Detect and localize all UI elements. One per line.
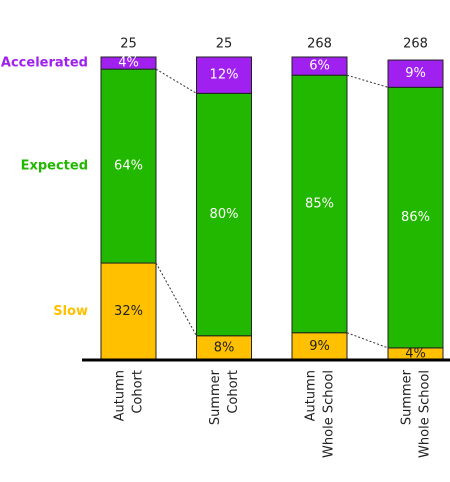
series-label: Expected	[21, 159, 88, 174]
total-label: 268	[307, 37, 332, 52]
value-label: 32%	[114, 304, 143, 319]
x-tick-label-line: Summer	[399, 369, 414, 425]
total-label: 25	[120, 37, 137, 52]
value-label: 64%	[114, 159, 143, 174]
bar-segment	[196, 92, 252, 337]
connector	[155, 262, 197, 337]
total-label: 25	[216, 37, 233, 52]
series-label: Slow	[53, 304, 88, 319]
x-tick-label-line: Autumn	[303, 370, 318, 421]
x-tick-label: Autumn Cohort	[112, 370, 145, 421]
value-label: 9%	[309, 339, 330, 354]
bar-segment	[100, 262, 157, 361]
x-tick-label: Summer Whole School	[399, 369, 432, 458]
bar-segment	[196, 56, 252, 94]
series-label: Accelerated	[1, 56, 88, 71]
bar-segment	[100, 56, 157, 70]
value-label: 4%	[405, 346, 426, 361]
x-tick-label-line: Cohort	[130, 370, 145, 414]
bar-segment	[291, 74, 348, 334]
value-label: 80%	[210, 207, 239, 222]
value-label: 86%	[401, 210, 430, 225]
x-tick-label-line: Whole School	[417, 370, 432, 458]
connector	[346, 74, 389, 88]
x-tick-label: Summer Cohort	[208, 369, 241, 425]
value-label: 85%	[305, 196, 334, 211]
value-label: 9%	[405, 66, 426, 81]
x-tick-label: Autumn Whole School	[303, 370, 336, 458]
x-tick-label-line: Cohort	[226, 370, 241, 414]
x-tick-label-line: Whole School	[321, 370, 336, 458]
connector	[346, 332, 389, 349]
value-label: 12%	[210, 68, 239, 83]
bar-segment	[196, 335, 252, 361]
total-label: 268	[403, 37, 428, 52]
bar-segment	[100, 68, 157, 264]
value-label: 6%	[309, 59, 330, 74]
value-label: 4%	[118, 56, 139, 71]
x-tick-label-line: Summer	[208, 369, 223, 425]
x-tick-label-line: Autumn	[112, 370, 127, 421]
value-label: 8%	[214, 340, 235, 355]
bar-segment	[387, 59, 444, 88]
bar-segment	[291, 56, 348, 76]
connector	[155, 68, 197, 94]
